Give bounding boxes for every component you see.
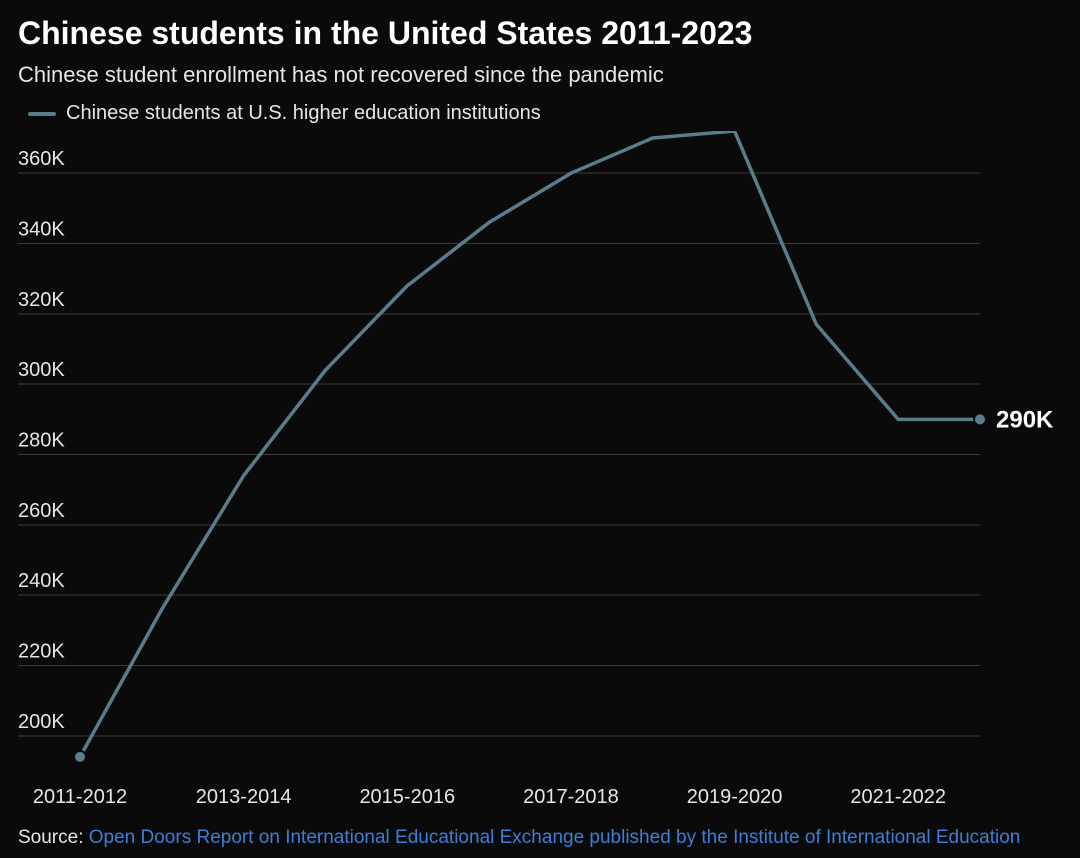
end-marker [974,414,986,426]
y-tick-label: 300K [18,360,65,382]
chart-svg: 200K220K240K260K280K300K320K340K360KCovi… [18,131,1062,821]
legend: Chinese students at U.S. higher educatio… [18,102,1062,125]
y-tick-label: 320K [18,289,65,311]
legend-label: Chinese students at U.S. higher educatio… [66,102,541,125]
x-tick-label: 2019-2020 [687,786,783,808]
y-tick-label: 260K [18,500,65,522]
x-tick-label: 2013-2014 [196,786,292,808]
series-line [80,131,980,757]
y-tick-label: 200K [18,711,65,733]
x-axis: 2011-2012 2013-2014 2015-2016 2017-2018 2019… [33,786,946,808]
start-marker [74,751,86,763]
gridlines: 200K 220K 240K 260K 280K 300K 320K 340K 360K [18,149,980,737]
source-link[interactable]: Open Doors Report on International Educa… [89,827,1021,848]
y-tick-label: 340K [18,219,65,241]
x-tick-label: 2011-2012 [33,786,127,808]
end-value-label: 290K [996,407,1054,434]
x-tick-label: 2017-2018 [523,786,619,808]
source-line: Source: Open Doors Report on Internation… [18,827,1062,849]
y-tick-label: 240K [18,571,65,593]
chart: 200K220K240K260K280K300K320K340K360KCovi… [18,131,1062,821]
chart-subtitle: Chinese student enrollment has not recov… [18,62,1062,88]
source-prefix: Source: [18,827,89,848]
chart-title: Chinese students in the United States 20… [18,14,1062,52]
y-tick-label: 360K [18,149,65,171]
legend-swatch [28,112,56,116]
x-tick-label: 2015-2016 [359,786,455,808]
x-tick-label: 2021-2022 [850,786,946,808]
y-tick-label: 220K [18,641,65,663]
y-tick-label: 280K [18,430,65,452]
